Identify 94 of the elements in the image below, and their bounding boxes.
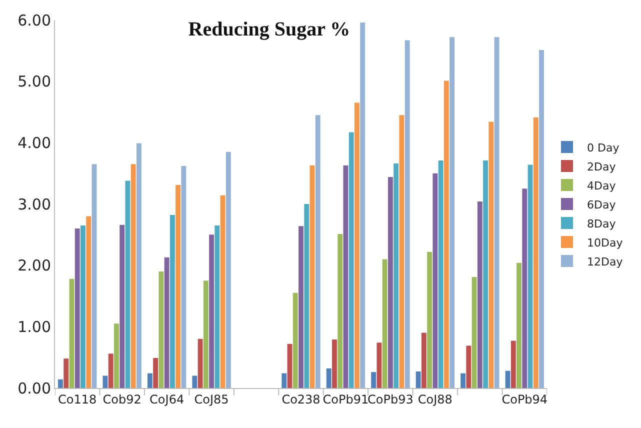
bar <box>528 164 533 388</box>
bar <box>209 234 214 388</box>
bar <box>58 379 63 388</box>
bar <box>282 373 287 388</box>
bar <box>108 354 114 388</box>
bar <box>158 271 164 388</box>
bar <box>120 224 125 388</box>
bar <box>404 40 410 388</box>
bar <box>170 215 175 388</box>
bar <box>477 202 482 388</box>
bar <box>64 358 69 388</box>
legend-label: 10Day <box>587 236 624 250</box>
bar <box>438 160 444 388</box>
bar <box>466 346 472 388</box>
bar <box>539 50 544 388</box>
legend-label: 2Day <box>587 160 616 174</box>
bar <box>510 340 516 388</box>
bar <box>69 278 74 388</box>
bar <box>287 344 292 388</box>
y-tick-label: 0.00 <box>18 379 51 398</box>
y-tick-label: 1.00 <box>18 318 51 336</box>
bar <box>394 164 399 388</box>
x-tick-label: Cob92 <box>102 392 142 406</box>
bar <box>460 373 466 388</box>
bar <box>427 252 432 388</box>
bar <box>86 216 92 388</box>
x-tick-label: CoJ88 <box>418 392 452 406</box>
chart-title: Reducing Sugar % <box>188 18 350 40</box>
bar <box>416 371 421 388</box>
bar <box>203 280 208 388</box>
bar <box>376 342 382 388</box>
legend-label: 8Day <box>587 217 616 230</box>
bar <box>522 188 528 388</box>
bar <box>326 368 332 388</box>
bar <box>304 204 310 388</box>
bar <box>483 160 488 388</box>
bar <box>494 37 500 388</box>
y-tick-label: 3.00 <box>18 195 51 214</box>
bar <box>343 165 348 388</box>
bar <box>181 166 186 388</box>
bar <box>338 234 343 388</box>
y-tick-label: 2.00 <box>18 256 51 275</box>
bar <box>382 259 388 388</box>
bar <box>198 338 203 388</box>
legend-label: 12Day <box>587 255 624 268</box>
bar <box>472 276 477 388</box>
y-tick-label: 4.00 <box>18 134 51 152</box>
bar <box>136 143 142 388</box>
bar <box>533 118 538 388</box>
bar <box>92 164 97 388</box>
bar <box>354 102 360 388</box>
bar <box>102 376 108 388</box>
bar <box>444 80 449 388</box>
bar <box>348 132 354 388</box>
y-tick-label: 5.00 <box>18 72 51 91</box>
legend-label: 0 Day <box>587 141 620 154</box>
bar <box>164 257 170 388</box>
bar <box>125 180 130 388</box>
y-tick-label: 6.00 <box>18 11 51 30</box>
bar <box>176 184 181 388</box>
bar <box>153 358 158 388</box>
bar <box>226 152 231 388</box>
bar <box>360 22 366 388</box>
bar <box>421 332 426 388</box>
x-tick-label: Co238 <box>282 392 320 406</box>
bar <box>332 340 337 388</box>
bar <box>114 324 119 388</box>
legend-label: 4Day <box>587 179 616 192</box>
x-tick-label: Co118 <box>58 392 97 406</box>
x-tick-label: CoPb91 <box>322 392 369 406</box>
bar <box>147 373 152 388</box>
bar <box>488 122 494 388</box>
bar <box>399 115 404 388</box>
bar <box>505 370 510 388</box>
bar <box>432 173 438 388</box>
x-tick-label: CoPb94 <box>502 392 548 406</box>
x-tick-label: CoJ85 <box>194 392 229 406</box>
x-tick-label: CoPb93 <box>368 392 414 406</box>
bar <box>450 37 455 388</box>
bar <box>220 195 226 388</box>
bar <box>214 225 220 388</box>
bar <box>310 165 315 388</box>
bar <box>292 292 298 388</box>
bar <box>298 226 304 388</box>
bar <box>371 372 376 388</box>
x-tick-label: CoJ64 <box>150 392 184 406</box>
bar <box>516 262 522 388</box>
bar <box>80 225 86 388</box>
legend-label: 6Day <box>587 198 616 212</box>
bar <box>315 115 320 388</box>
bar <box>192 376 198 388</box>
bar <box>74 228 80 388</box>
bar <box>130 164 136 388</box>
bar <box>388 177 393 388</box>
